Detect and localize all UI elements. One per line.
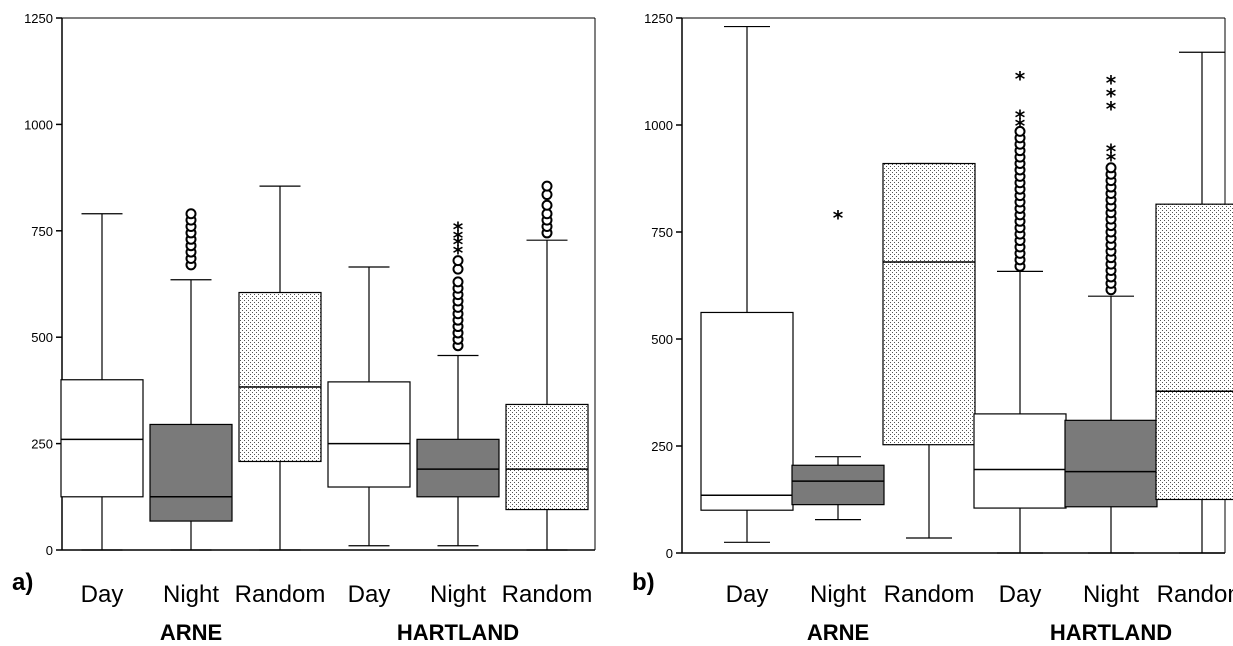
y-tick-label: 0: [666, 546, 673, 561]
y-tick-label: 500: [651, 332, 673, 347]
box-iqr: [416, 438, 500, 498]
x-category-label: Night: [810, 581, 866, 608]
box-arne-day: [700, 25, 794, 543]
outlier-star: *: [453, 233, 464, 257]
x-category-label: Day: [726, 581, 769, 608]
group-label-hartland: HARTLAND: [1050, 620, 1172, 645]
outlier-circle: [1014, 125, 1026, 137]
outlier-circle: [1105, 162, 1117, 174]
x-category-label: Random: [502, 581, 593, 608]
box-hartland-night: ****: [416, 218, 500, 547]
x-category-label: Night: [1083, 581, 1139, 608]
y-tick-label: 250: [31, 437, 53, 452]
y-tick-label: 1000: [24, 117, 53, 132]
box-iqr: [60, 379, 144, 498]
x-category-label: Day: [999, 581, 1042, 608]
y-tick-label: 250: [651, 439, 673, 454]
outlier-star: *: [1015, 105, 1026, 129]
box-hartland-day: ***: [973, 67, 1067, 554]
panel-label: a): [12, 569, 33, 596]
outlier-star: *: [453, 226, 464, 250]
panel-a: 0 250 500 750 1000 1250 Day Night Random Day **** N…: [12, 11, 596, 645]
outlier-star: *: [1106, 71, 1117, 95]
box-iqr: [238, 291, 322, 463]
x-category-label: Day: [348, 581, 391, 608]
box-arne-night: [149, 208, 233, 551]
box-iqr: [1064, 419, 1158, 508]
box-hartland-random: [1155, 51, 1233, 554]
box-iqr: [791, 464, 885, 506]
outlier-circle: [185, 208, 197, 220]
box-hartland-night: *****: [1064, 71, 1158, 554]
box-hartland-day: [327, 266, 411, 547]
x-category-label: Night: [430, 581, 486, 608]
group-label-hartland: HARTLAND: [397, 620, 519, 645]
outlier-star: *: [833, 206, 844, 230]
outlier-star: *: [453, 241, 464, 265]
outlier-star: *: [1106, 84, 1117, 108]
box-iqr: [149, 423, 233, 522]
box-arne-random: [238, 185, 322, 551]
box-iqr: [700, 311, 794, 511]
outlier-circle: [541, 199, 553, 211]
y-tick-label: 0: [46, 543, 53, 558]
y-tick-label: 500: [31, 330, 53, 345]
x-category-label: Day: [81, 581, 124, 608]
outlier-star: *: [453, 218, 464, 242]
y-tick-label: 1000: [644, 118, 673, 133]
box-arne-day: [60, 213, 144, 551]
outlier-star: *: [1015, 67, 1026, 91]
box-arne-random: [882, 162, 976, 539]
y-tick-label: 1250: [24, 11, 53, 26]
box-iqr: [505, 403, 589, 511]
x-category-label: Random: [1157, 581, 1233, 608]
outlier-circle: [452, 276, 464, 288]
box-iqr: [1155, 203, 1233, 501]
x-category-label: Random: [884, 581, 975, 608]
y-tick-label: 750: [31, 224, 53, 239]
group-label-arne: ARNE: [160, 620, 222, 645]
outlier-circle: [452, 255, 464, 267]
box-hartland-random: [505, 180, 589, 551]
outlier-star: *: [1106, 97, 1117, 121]
x-category-label: Random: [235, 581, 326, 608]
box-iqr: [327, 381, 411, 488]
box-iqr: [973, 413, 1067, 509]
y-tick-label: 750: [651, 225, 673, 240]
outlier-star: *: [1106, 148, 1117, 172]
box-arne-night: *: [791, 206, 885, 521]
y-tick-label: 1250: [644, 11, 673, 26]
outlier-star: *: [1015, 114, 1026, 138]
outlier-star: *: [1106, 140, 1117, 164]
x-category-label: Night: [163, 581, 219, 608]
outlier-circle: [541, 180, 553, 192]
panel-label: b): [632, 569, 655, 596]
group-label-arne: ARNE: [807, 620, 869, 645]
box-iqr: [882, 162, 976, 446]
